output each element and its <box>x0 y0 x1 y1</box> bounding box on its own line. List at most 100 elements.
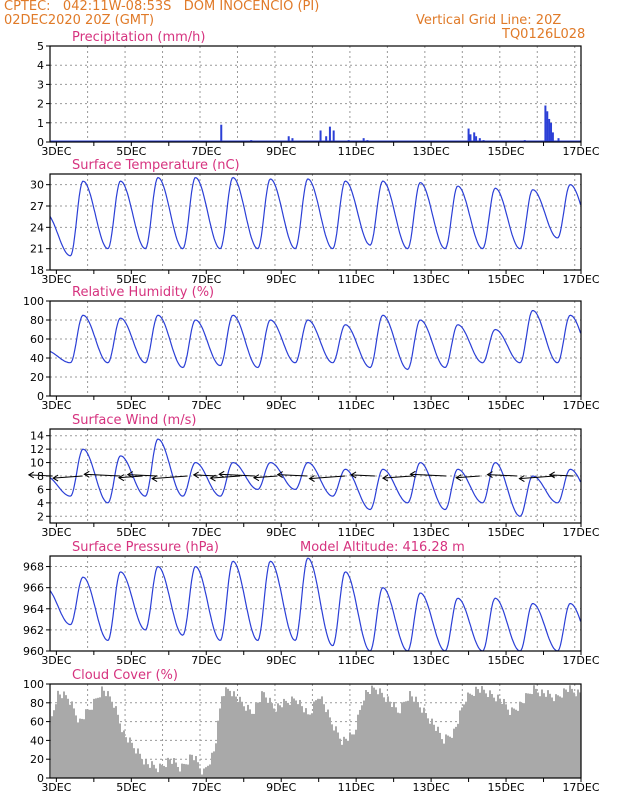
cloud-bar <box>213 751 215 778</box>
precip-bar <box>478 138 481 142</box>
cloud-bar <box>209 764 211 778</box>
y-tick-label: 40 <box>30 734 44 747</box>
cloud-bar <box>251 713 253 778</box>
cloud-bar <box>503 698 505 778</box>
cloud-bar <box>245 710 247 778</box>
cloud-bar <box>65 695 67 778</box>
y-tick-label: 30 <box>30 179 44 192</box>
cloud-bar <box>87 709 89 778</box>
cloud-bar <box>499 698 501 778</box>
cloud-bar <box>153 764 155 778</box>
cloud-bar <box>243 706 245 778</box>
cloud-bar <box>533 685 535 778</box>
y-tick-label: 966 <box>23 582 44 595</box>
precip-bar <box>473 132 476 142</box>
cloud-bar <box>421 712 423 778</box>
cloud-bar <box>131 742 133 778</box>
x-date-label: 7DEC <box>191 654 221 667</box>
x-date-label: 5DEC <box>116 145 146 158</box>
panel-3: Relative Humidity (%) 0 20 40 60 80 100 3DEC 5DE… <box>23 285 600 412</box>
wind-arrow <box>210 475 241 479</box>
cloud-bar <box>447 735 449 778</box>
cloud-bar <box>405 701 407 778</box>
cloud-bar <box>541 689 543 778</box>
cloud-bar <box>77 722 79 778</box>
precip-bar <box>546 111 549 142</box>
wind-arrow <box>519 475 555 480</box>
cloud-bar <box>291 696 293 778</box>
cloud-bar <box>445 734 447 778</box>
wind-arrow-head <box>126 471 134 479</box>
x-date-label: 9DEC <box>266 273 296 286</box>
cloud-bar <box>203 768 205 778</box>
cloud-bar <box>147 764 149 778</box>
cloud-bar <box>543 693 545 778</box>
cloud-bar <box>323 704 325 778</box>
cloud-bar <box>479 692 481 778</box>
cloud-bar <box>269 697 271 778</box>
cloud-bar <box>371 685 373 778</box>
cloud-bar <box>501 703 503 778</box>
cloud-bar <box>227 688 229 778</box>
y-tick-label: 5 <box>37 40 44 53</box>
cloud-bar <box>59 694 61 778</box>
wind-arrow-head <box>52 474 59 482</box>
cloud-bar <box>425 713 427 778</box>
cloud-bar <box>287 702 289 778</box>
cloud-bar <box>429 723 431 778</box>
precip-bar <box>557 138 560 142</box>
cloud-bar <box>67 698 69 778</box>
cloud-bar <box>221 696 223 778</box>
cloud-bar <box>491 694 493 778</box>
cloud-bar <box>275 711 277 778</box>
cloud-bar <box>257 702 259 778</box>
cloud-bar <box>259 702 261 778</box>
precip-bar <box>325 136 328 142</box>
cloud-bar <box>563 688 565 778</box>
cloud-bar <box>363 700 365 778</box>
cloud-bar <box>453 728 455 778</box>
wind-arrow <box>382 475 413 479</box>
y-tick-label: 24 <box>30 221 44 234</box>
cloud-bar <box>565 689 567 778</box>
cloud-bar <box>417 702 419 778</box>
cloud-bar <box>571 688 573 778</box>
cloud-bar <box>345 738 347 778</box>
cloud-bar <box>379 688 381 778</box>
wind-arrow <box>351 474 375 477</box>
cloud-bar <box>165 767 167 778</box>
y-tick-label: 1 <box>37 117 44 130</box>
cloud-bar <box>465 701 467 778</box>
cloud-bar <box>149 767 151 778</box>
cloud-bar <box>547 690 549 778</box>
cloud-bar <box>197 762 199 778</box>
panel-frame <box>49 173 582 271</box>
wind-arrow <box>53 475 83 479</box>
wind-arrow-head <box>381 474 389 482</box>
x-date-label: 13DEC <box>413 781 450 794</box>
series-line <box>50 310 581 371</box>
cloud-bar <box>85 709 87 778</box>
wind-arrow-head <box>518 475 525 483</box>
cloud-bar <box>241 701 243 778</box>
cloud-bar <box>475 686 477 778</box>
cloud-bar <box>511 707 513 778</box>
cloud-bar <box>297 704 299 778</box>
x-date-label: 9DEC <box>266 526 296 539</box>
wind-arrow-head <box>83 470 90 478</box>
wind-arrow-head <box>218 470 225 478</box>
precip-bar <box>220 124 223 142</box>
run-date-header: 02DEC2020 20Z (GMT) <box>4 13 155 28</box>
x-date-label: 15DEC <box>487 273 524 286</box>
cloud-bar <box>183 763 185 778</box>
precip-bar <box>548 118 551 142</box>
x-date-label: 17DEC <box>562 399 599 412</box>
cloud-bar <box>331 724 333 778</box>
cloud-bar <box>391 707 393 778</box>
cloud-bar <box>293 698 295 778</box>
cloud-bar <box>335 726 337 778</box>
cloud-bar <box>481 686 483 778</box>
y-tick-label: 6 <box>37 483 44 496</box>
wind-arrow <box>410 473 447 477</box>
cloud-bar <box>549 693 551 778</box>
